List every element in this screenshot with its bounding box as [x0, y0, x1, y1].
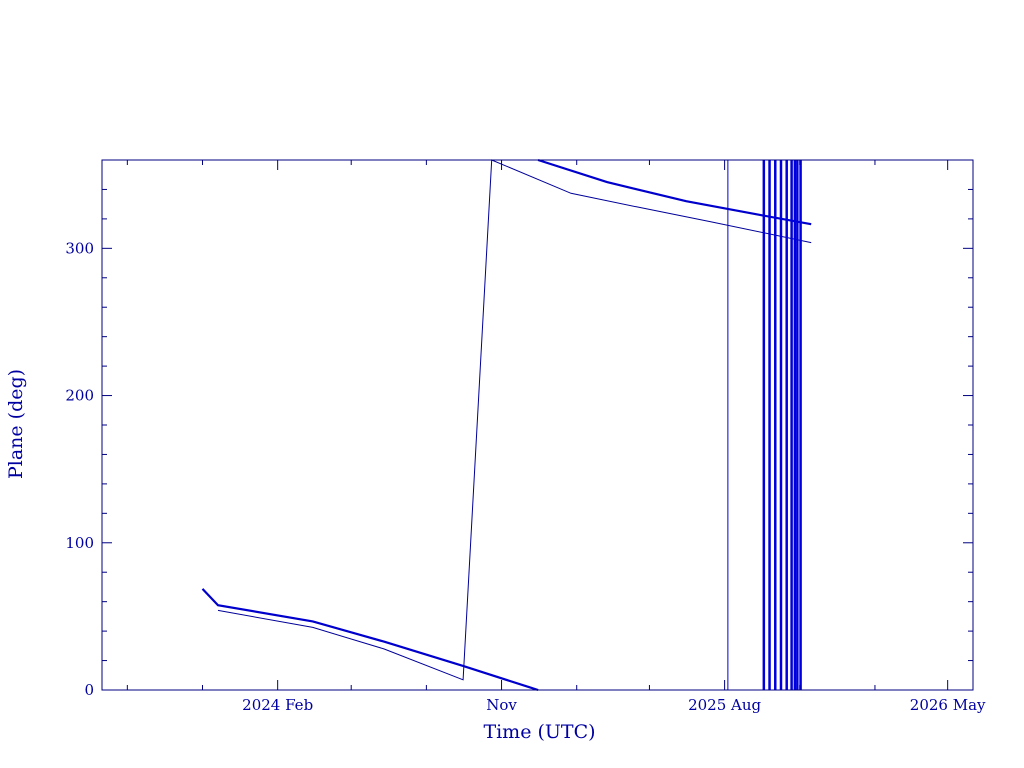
series-1-segment-2 — [537, 158, 812, 226]
axis-ticks — [102, 159, 973, 691]
y-tick-labels: 0 100 200 300 — [65, 239, 94, 699]
y-tick-label: 200 — [65, 387, 94, 405]
chart-marks — [201, 158, 812, 692]
x-axis-title: Time (UTC) — [483, 721, 595, 743]
y-tick-label: 100 — [65, 534, 94, 552]
series-1-segment-1 — [201, 588, 539, 692]
series-1 — [201, 158, 812, 692]
y-tick-label: 300 — [65, 239, 94, 257]
x-tick-label: 2025 Aug — [688, 696, 761, 714]
x-tick-label: 2026 May — [910, 696, 986, 714]
x-tick-labels: 2024 Feb Nov 2025 Aug 2026 May — [242, 696, 986, 714]
x-tick-label: Nov — [486, 696, 517, 714]
series-2-segment-1 — [217, 159, 812, 681]
plot-frame — [101, 159, 974, 691]
y-axis-title: Plane (deg) — [5, 369, 27, 479]
y-tick-label: 0 — [84, 681, 94, 699]
x-tick-label: 2024 Feb — [242, 696, 313, 714]
series-2 — [217, 159, 812, 681]
